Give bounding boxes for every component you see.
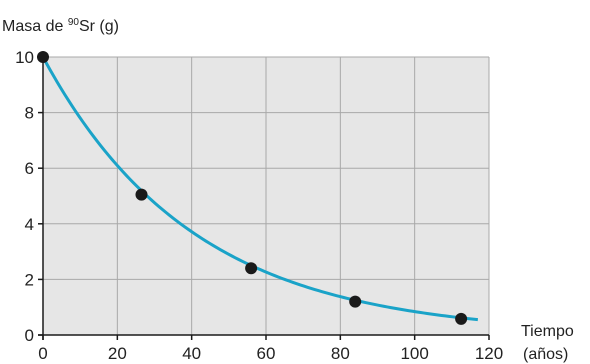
y-tick-label-6: 6 — [25, 159, 34, 178]
x-axis-label-line2: (años) — [523, 346, 568, 363]
y-tick-label-2: 2 — [25, 270, 34, 289]
data-point-3 — [349, 295, 362, 308]
data-point-1 — [135, 188, 148, 201]
data-points — [37, 51, 468, 325]
y-axis-label-prefix: Masa de — [2, 18, 68, 35]
y-tick-label-8: 8 — [25, 104, 34, 123]
grid — [43, 56, 490, 335]
axes — [38, 56, 490, 340]
data-point-4 — [455, 312, 468, 325]
x-tick-label-80: 80 — [331, 344, 350, 363]
x-tick-label-0: 0 — [38, 344, 47, 363]
x-tick-label-40: 40 — [182, 344, 201, 363]
y-axis-label-suffix: Sr (g) — [79, 18, 119, 35]
y-tick-label-10: 10 — [15, 48, 34, 67]
data-point-2 — [245, 262, 258, 275]
x-tick-label-100: 100 — [400, 344, 428, 363]
x-tick-label-120: 120 — [475, 344, 503, 363]
decay-curve — [41, 56, 479, 322]
x-tick-label-60: 60 — [257, 344, 276, 363]
x-tick-label-20: 20 — [108, 344, 127, 363]
data-point-0 — [37, 51, 49, 63]
x-axis-label-line1: Tiempo — [521, 323, 574, 340]
x-tick-labels: 0 20 40 60 80 100 120 — [38, 344, 503, 363]
y-axis-label: Masa de 90Sr (g) — [2, 17, 119, 35]
y-axis-label-superscript: 90 — [68, 17, 80, 28]
y-tick-label-0: 0 — [25, 326, 34, 345]
y-tick-labels: 0 2 4 6 8 10 — [15, 48, 34, 345]
y-tick-label-4: 4 — [25, 215, 34, 234]
